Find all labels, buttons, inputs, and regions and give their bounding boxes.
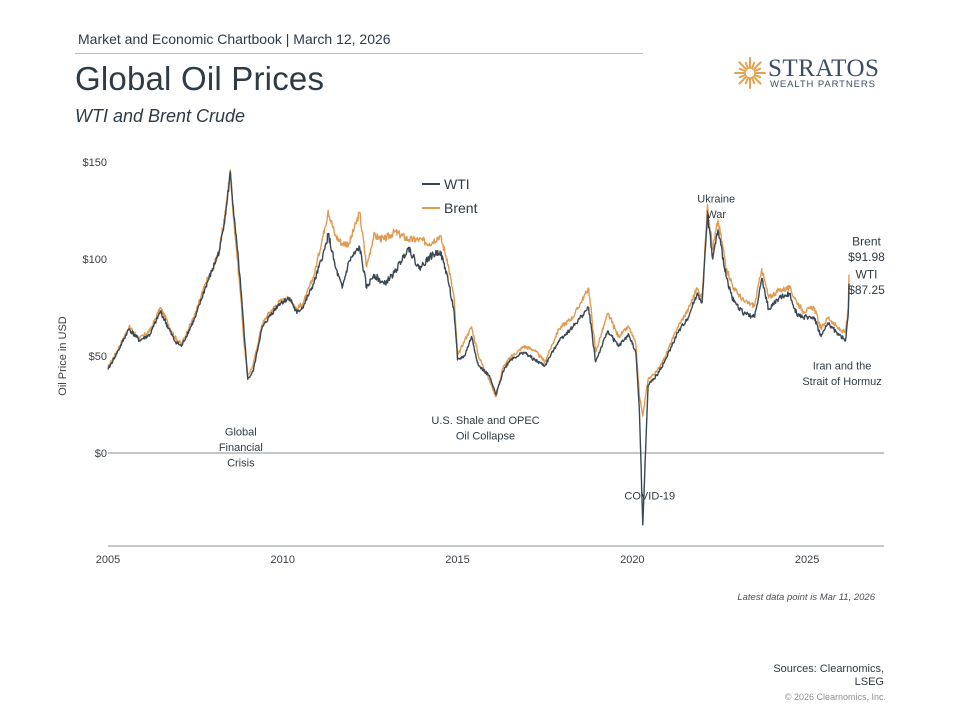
- annotation-wti-last: WTI: [856, 267, 878, 281]
- annotation-shale: U.S. Shale and OPEC: [431, 415, 539, 427]
- sources-note: Sources: Clearnomics, LSEG: [720, 663, 884, 689]
- annotation-ukraine: War: [706, 209, 726, 221]
- y-tick-label: $150: [83, 157, 107, 169]
- annotation-brent-last: Brent: [852, 234, 881, 248]
- series-line-brent: [107, 169, 850, 417]
- sunburst-ray: [744, 76, 750, 85]
- sunburst-ray: [738, 67, 747, 73]
- sunburst-ray: [752, 75, 762, 85]
- y-tick-label: $100: [83, 254, 107, 266]
- chartbook-header: Market and Economic Chartbook | March 12…: [78, 31, 391, 47]
- header-divider: [75, 53, 643, 54]
- x-tick-label: 2020: [620, 554, 644, 566]
- x-tick-label: 2025: [795, 554, 819, 566]
- page-title: Global Oil Prices: [75, 60, 325, 97]
- sunburst-ray: [753, 73, 762, 79]
- annotation-gfc: Financial: [219, 442, 263, 454]
- sunburst-ray: [738, 73, 747, 79]
- annotation-iran: Strait of Hormuz: [802, 376, 881, 388]
- sunburst-ray: [750, 76, 756, 85]
- legend-label-brent: Brent: [444, 200, 478, 216]
- sunburst-ray: [753, 67, 762, 73]
- logo-tagline: WEALTH PARTNERS: [770, 79, 876, 90]
- stratos-logo: STRATOS WEALTH PARTNERS: [734, 55, 884, 95]
- legend-label-wti: WTI: [444, 176, 470, 192]
- sunburst-ray: [738, 61, 748, 71]
- y-tick-label: $0: [95, 448, 107, 460]
- sunburst-ray: [744, 61, 750, 70]
- sunburst-icon: [734, 57, 766, 89]
- annotation-iran: Iran and the: [813, 361, 872, 373]
- x-tick-label: 2015: [445, 554, 469, 566]
- sources-line-1: Sources: Clearnomics,: [773, 663, 884, 675]
- annotation-gfc: Crisis: [227, 458, 255, 470]
- page-subtitle: WTI and Brent Crude: [75, 106, 246, 126]
- sunburst-ray: [738, 75, 748, 85]
- y-tick-label: $50: [89, 351, 107, 363]
- annotation-wti-last: $87.25: [848, 283, 885, 297]
- x-tick-label: 2005: [96, 554, 120, 566]
- sunburst-ray: [750, 61, 756, 70]
- latest-data-note: Latest data point is Mar 11, 2026: [737, 592, 875, 603]
- annotation-brent-last: $91.98: [848, 250, 885, 264]
- copyright-note: © 2026 Clearnomics, Inc.: [784, 692, 886, 702]
- series-line-wti: [107, 171, 850, 526]
- annotation-covid: COVID-19: [624, 491, 675, 503]
- annotation-ukraine: Ukraine: [697, 194, 735, 206]
- y-axis-label: Oil Price in USD: [57, 316, 69, 396]
- sunburst-ray: [752, 61, 762, 71]
- annotation-gfc: Global: [225, 427, 257, 439]
- sources-line-2: LSEG: [854, 676, 884, 688]
- x-tick-label: 2010: [271, 554, 295, 566]
- logo-name: STRATOS: [768, 55, 880, 82]
- annotation-shale: Oil Collapse: [456, 430, 515, 442]
